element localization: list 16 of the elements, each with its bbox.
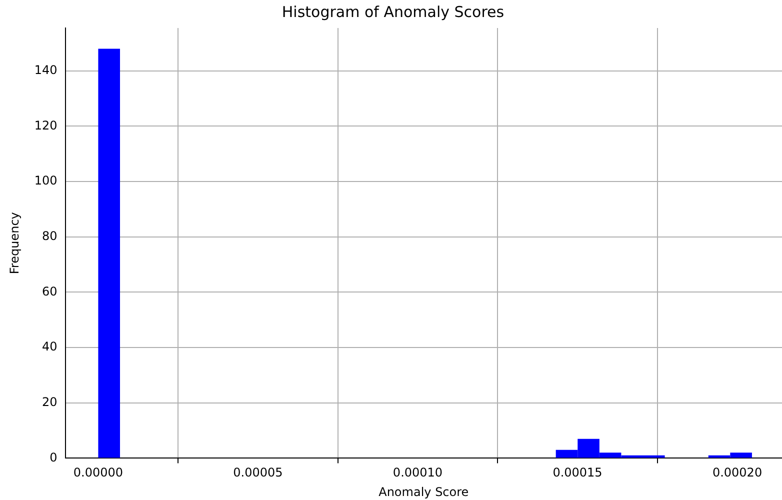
y-tick-label: 100	[34, 174, 58, 188]
y-tick-label: 80	[42, 229, 58, 243]
y-axis-title: Frequency	[7, 212, 22, 274]
y-tick-label: 140	[34, 63, 58, 78]
y-tick-label: 40	[42, 340, 58, 354]
x-tick-label: 0.00005	[233, 466, 283, 480]
x-tick-label: 0.00015	[552, 466, 602, 480]
x-tick-label: 0.00000	[73, 466, 124, 480]
x-tick-label: 0.00020	[712, 466, 762, 480]
chart-title: Histogram of Anomaly Scores	[282, 2, 504, 21]
y-tick-label: 0	[50, 450, 58, 464]
y-tick-label: 60	[42, 284, 58, 298]
y-tick-label: 20	[42, 394, 58, 409]
x-tick-label: 0.00010	[392, 466, 443, 480]
x-axis-title: Anomaly Score	[378, 484, 469, 499]
y-tick-label: 120	[34, 118, 58, 132]
